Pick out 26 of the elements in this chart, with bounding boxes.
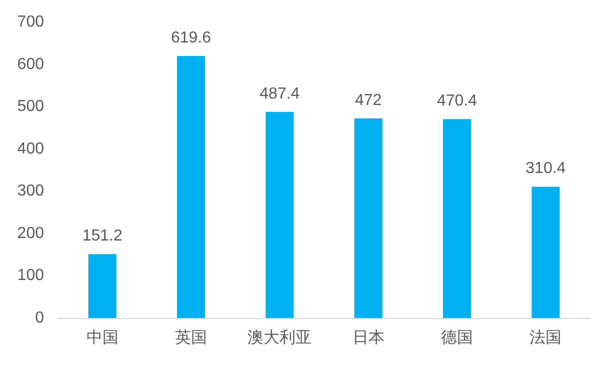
y-tick-label: 500 — [17, 98, 44, 116]
bar — [177, 56, 205, 318]
y-tick-label: 400 — [17, 140, 44, 158]
x-tick-label: 英国 — [175, 328, 207, 346]
data-label: 619.6 — [170, 30, 212, 46]
data-label: 472 — [354, 92, 382, 109]
bar — [443, 119, 471, 318]
bar — [88, 254, 116, 318]
x-tick-label: 日本 — [352, 328, 384, 346]
bar — [532, 186, 560, 318]
y-tick-label: 200 — [17, 224, 44, 242]
data-label: 151.2 — [82, 228, 122, 245]
x-tick-label: 法国 — [530, 328, 562, 346]
x-tick-label: 德国 — [441, 330, 473, 346]
data-label: 470.4 — [436, 92, 478, 110]
x-tick-label: 中国 — [86, 328, 118, 346]
y-tick-label: 600 — [17, 56, 44, 73]
bar — [266, 112, 294, 318]
y-tick-label: 100 — [17, 267, 44, 284]
y-tick-label: 700 — [17, 14, 44, 30]
bar — [354, 118, 382, 318]
y-tick-label: 0 — [35, 310, 44, 326]
data-label: 487.4 — [260, 85, 300, 102]
x-tick-label: 澳大利亚 — [248, 328, 312, 346]
data-label: 310.4 — [526, 160, 566, 178]
y-tick-label: 300 — [17, 182, 44, 200]
